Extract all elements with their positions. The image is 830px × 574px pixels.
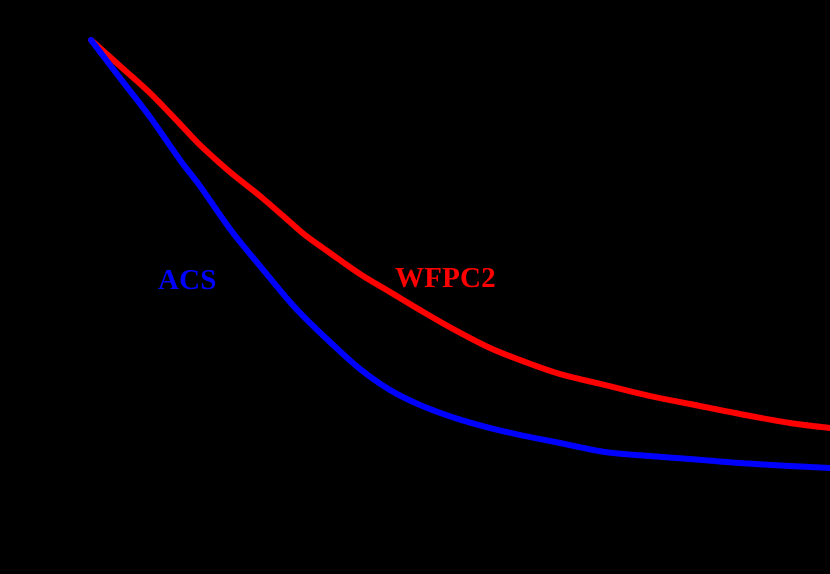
series-label-wfpc2: WFPC2 [395, 262, 496, 294]
series-label-acs: ACS [158, 264, 217, 296]
curve-acs [88, 37, 830, 471]
curve-wfpc2 [88, 37, 830, 431]
